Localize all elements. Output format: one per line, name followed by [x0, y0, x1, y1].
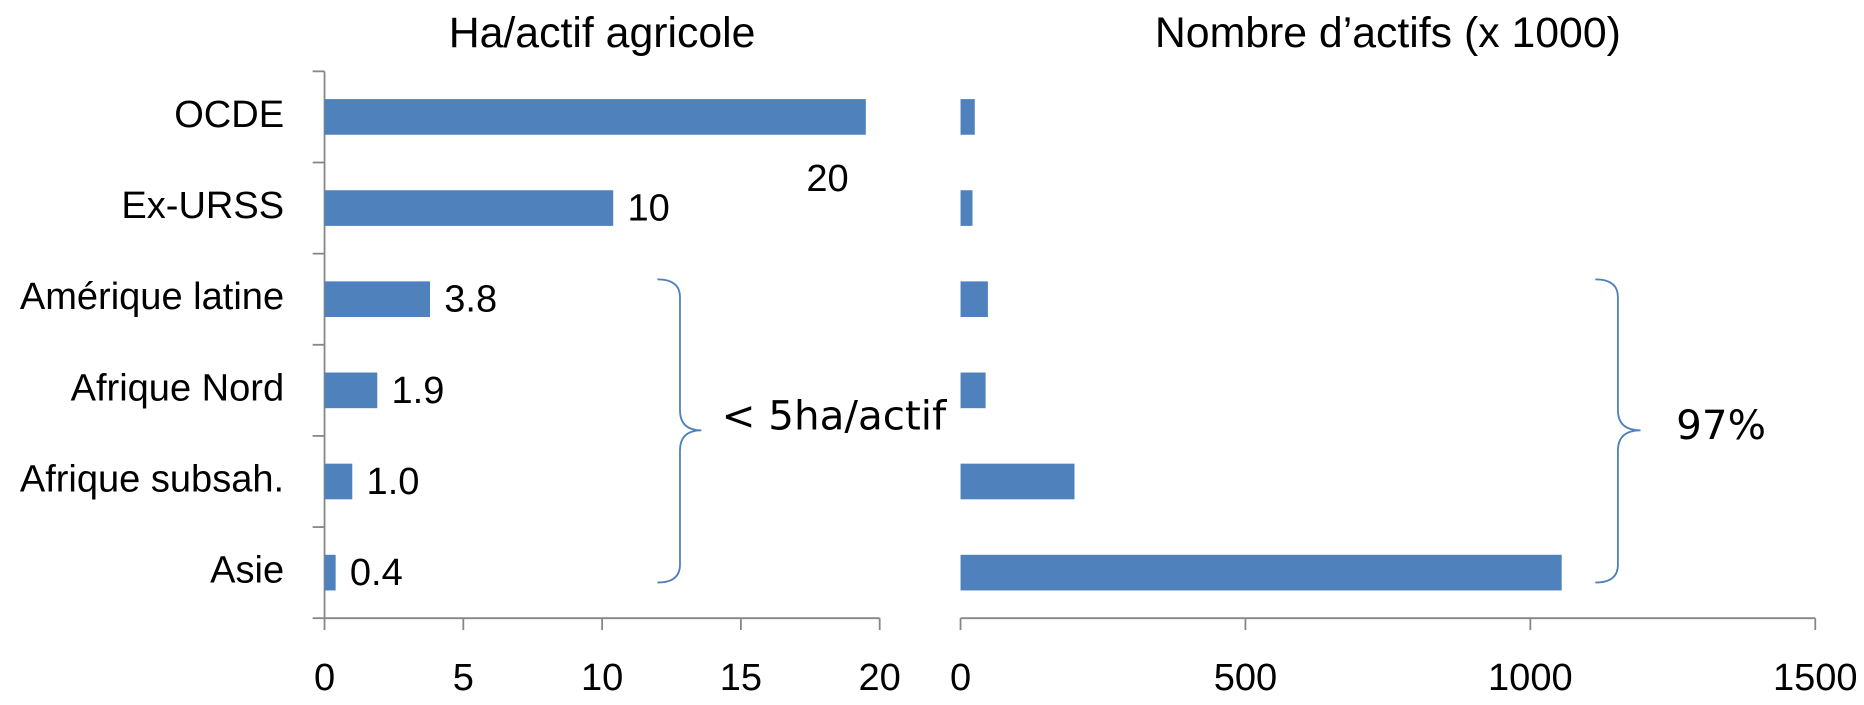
bar: [324, 99, 866, 135]
brace: [657, 278, 702, 584]
data-label: 10: [627, 187, 669, 229]
y-tick-label: Ex-URSS: [121, 185, 284, 227]
y-tick-label: Afrique subsah.: [20, 459, 284, 501]
bar: [960, 281, 988, 318]
bar: [960, 554, 1562, 591]
bar: [960, 99, 975, 135]
x-tick-label: 20: [859, 657, 901, 699]
data-label: 0.4: [350, 552, 403, 594]
x-tick-label: 0: [314, 657, 335, 699]
x-tick-label: 10: [581, 657, 623, 699]
x-tick-label: 0: [950, 657, 971, 699]
bar: [960, 463, 1075, 500]
chart-title: Ha/actif agricole: [449, 9, 756, 57]
bar: [960, 190, 973, 226]
brace: [1595, 278, 1641, 584]
x-tick-label: 1500: [1773, 657, 1858, 699]
bar: [324, 463, 353, 500]
annotation: 97%: [1676, 401, 1766, 449]
data-label: 3.8: [444, 279, 497, 321]
annotation: < 5ha/actif: [722, 391, 947, 439]
y-tick-label: OCDE: [174, 94, 284, 136]
x-tick-label: 5: [453, 657, 474, 699]
y-tick-label: Asie: [210, 550, 284, 592]
data-label: 1.0: [367, 461, 420, 503]
y-tick-label: Afrique Nord: [71, 367, 285, 409]
bar: [324, 190, 614, 226]
bar: [324, 281, 431, 318]
y-tick-label: Amérique latine: [20, 276, 284, 318]
data-label: 20: [806, 158, 848, 200]
x-tick-label: 500: [1214, 657, 1277, 699]
x-tick-label: 1000: [1488, 657, 1573, 699]
x-tick-label: 15: [720, 657, 762, 699]
bar: [324, 372, 378, 409]
bar: [960, 372, 986, 409]
bar: [324, 554, 336, 591]
chart-title: Nombre d’actifs (x 1000): [1155, 9, 1621, 57]
data-label: 1.9: [392, 370, 445, 412]
